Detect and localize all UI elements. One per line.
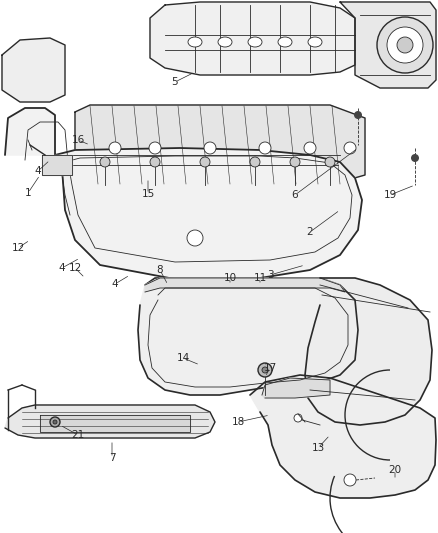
Circle shape [50,417,60,427]
Text: 16: 16 [71,135,85,145]
Polygon shape [75,105,365,185]
Polygon shape [5,108,362,280]
Text: 4: 4 [59,263,65,273]
Circle shape [262,367,268,373]
Polygon shape [5,405,215,438]
Circle shape [397,37,413,53]
Circle shape [354,111,362,119]
Text: 13: 13 [311,443,325,453]
Polygon shape [305,278,432,425]
Ellipse shape [188,37,202,47]
Text: 14: 14 [177,353,190,363]
Circle shape [290,157,300,167]
Text: 1: 1 [25,188,31,198]
Text: 21: 21 [71,430,85,440]
Text: 7: 7 [109,453,115,463]
Circle shape [259,142,271,154]
Text: 12: 12 [11,243,25,253]
Circle shape [150,157,160,167]
Circle shape [53,420,57,424]
Text: 4: 4 [112,279,118,289]
Text: 12: 12 [68,263,81,273]
Circle shape [149,142,161,154]
Circle shape [250,157,260,167]
Polygon shape [250,375,436,498]
Text: 17: 17 [263,363,277,373]
Polygon shape [145,278,345,292]
Text: 2: 2 [307,227,313,237]
Ellipse shape [308,37,322,47]
Text: 5: 5 [172,77,178,87]
Text: 4: 4 [35,166,41,176]
Circle shape [200,157,210,167]
Circle shape [100,157,110,167]
Circle shape [411,154,419,162]
Text: 6: 6 [292,190,298,200]
Circle shape [187,230,203,246]
Polygon shape [150,2,355,75]
Polygon shape [138,278,358,395]
Circle shape [344,474,356,486]
Ellipse shape [218,37,232,47]
Text: 3: 3 [267,270,273,280]
Circle shape [387,27,423,63]
Circle shape [109,142,121,154]
Text: 10: 10 [223,273,237,283]
Text: 15: 15 [141,189,155,199]
Ellipse shape [278,37,292,47]
Circle shape [344,142,356,154]
Polygon shape [2,38,65,102]
Text: 19: 19 [383,190,397,200]
Circle shape [304,142,316,154]
Circle shape [377,17,433,73]
Polygon shape [340,2,436,88]
Polygon shape [262,378,330,398]
Circle shape [258,363,272,377]
Polygon shape [42,155,72,175]
Text: 20: 20 [389,465,402,475]
Ellipse shape [248,37,262,47]
Polygon shape [40,415,190,432]
Circle shape [325,157,335,167]
Text: 8: 8 [157,265,163,275]
Text: 11: 11 [253,273,267,283]
Text: 18: 18 [231,417,245,427]
Circle shape [204,142,216,154]
Circle shape [294,414,302,422]
